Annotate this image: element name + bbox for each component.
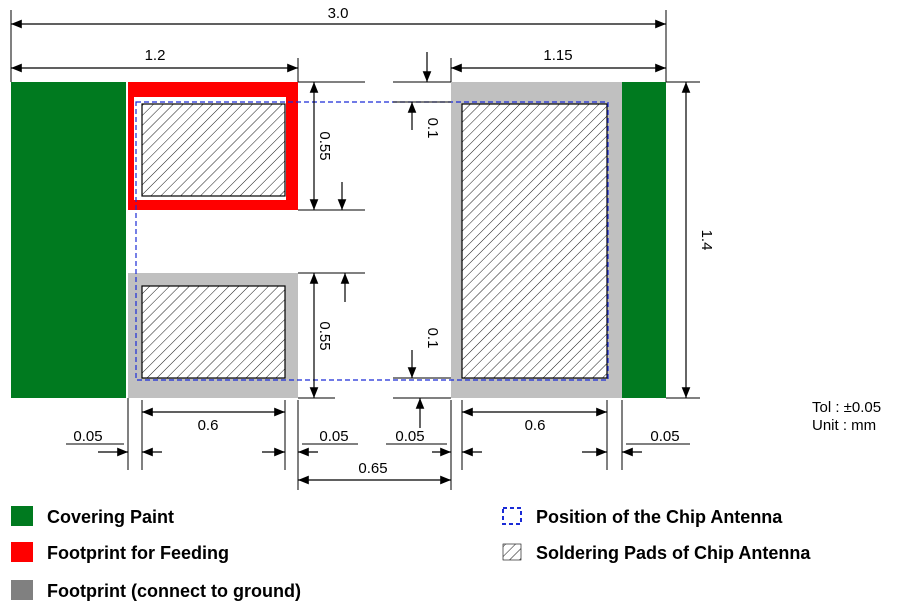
dim-clearance-left: 0.05 — [73, 428, 102, 445]
dimension-lines — [10, 19, 691, 485]
dim-gap-top: 0.1 — [424, 118, 441, 139]
legend-ground-label: Footprint (connect to ground) — [47, 581, 301, 601]
dim-pad-right-width: 0.6 — [525, 417, 546, 434]
legend-chip-position-label: Position of the Chip Antenna — [536, 507, 783, 527]
legend-feeding-label: Footprint for Feeding — [47, 543, 229, 563]
legend-covering-paint-label: Covering Paint — [47, 507, 174, 527]
dim-pad-top-height: 0.55 — [316, 131, 333, 160]
legend-chip-position-swatch — [502, 507, 522, 525]
legend-feeding-swatch — [11, 542, 33, 562]
legend: Covering Paint Footprint for Feeding Foo… — [11, 506, 811, 601]
ground-solder-pad-right — [461, 103, 608, 379]
dim-pad-bottom-height: 0.55 — [316, 321, 333, 350]
dim-left-width: 1.2 — [145, 47, 166, 64]
dim-clearance-mid-b: 0.05 — [395, 428, 424, 445]
tolerance-note: Tol : ±0.05 — [812, 399, 881, 416]
dim-mid-gap: 0.65 — [358, 460, 387, 477]
legend-solder-pads-swatch — [502, 543, 522, 561]
chip-antenna-outline — [135, 101, 609, 381]
feeding-solder-pad — [141, 103, 286, 197]
dim-total-width: 3.0 — [328, 5, 349, 22]
dim-clearance-right: 0.05 — [650, 428, 679, 445]
legend-solder-pads-label: Soldering Pads of Chip Antenna — [536, 543, 811, 563]
dim-right-width: 1.15 — [543, 47, 572, 64]
dim-gap-bottom: 0.1 — [424, 328, 441, 349]
dim-clearance-mid-a: 0.05 — [319, 428, 348, 445]
legend-ground-swatch — [11, 580, 33, 600]
covering-paint-right — [622, 82, 666, 398]
covering-paint-left — [11, 82, 126, 398]
dim-pad-left-width: 0.6 — [198, 417, 219, 434]
unit-note: Unit : mm — [812, 417, 876, 434]
dim-total-height: 1.4 — [698, 230, 715, 251]
legend-covering-paint-swatch — [11, 506, 33, 526]
ground-solder-pad-left — [141, 285, 286, 379]
